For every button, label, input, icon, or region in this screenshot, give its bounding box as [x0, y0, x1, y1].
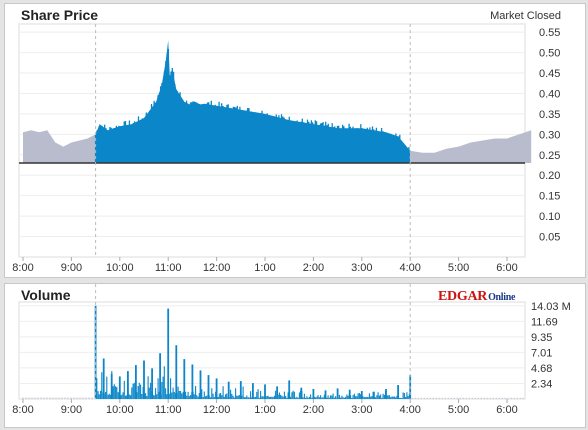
volume-y-tick-label: 14.03 M [531, 301, 571, 313]
price-y-tick-label: 0.40 [539, 88, 560, 100]
edgar-online-logo: EDGAROnline [438, 289, 515, 305]
volume-bar [118, 376, 121, 399]
price-x-tick-label: 11:00 [155, 262, 182, 274]
volume-bar [239, 381, 242, 399]
pre-market-price-area [23, 130, 96, 163]
price-y-tick-label: 0.25 [539, 150, 560, 162]
edgar-logo-main: EDGAR [438, 289, 488, 304]
volume-bar [373, 391, 375, 399]
price-x-tick-label: 10:00 [106, 262, 134, 274]
price-x-tick-label: 4:00 [399, 262, 420, 274]
volume-texture [95, 366, 410, 399]
volume-bar [252, 383, 254, 399]
regular-price-texture [94, 49, 410, 163]
volume-x-tick-label: 3:00 [351, 404, 372, 416]
volume-bar [360, 391, 363, 399]
volume-bar [207, 375, 210, 399]
volume-title: Volume [21, 287, 71, 303]
volume-bar [199, 370, 202, 399]
volume-bar [175, 345, 178, 399]
price-y-tick-label: 0.50 [539, 48, 560, 60]
volume-bar [102, 358, 105, 399]
price-y-tick-label: 0.35 [539, 109, 560, 121]
volume-y-tick-label: 11.69 [531, 316, 558, 328]
volume-bar [167, 308, 170, 399]
price-x-tick-label: 8:00 [12, 262, 33, 274]
price-y-tick-label: 0.05 [539, 232, 560, 244]
share-price-panel: Share Price Market Closed 0.05 0.10 0.15 0.… [4, 3, 586, 278]
price-y-tick-label: 0.55 [539, 27, 560, 39]
price-x-tick-label: 6:00 [496, 262, 517, 274]
volume-bar [159, 353, 161, 399]
share-price-title: Share Price [21, 7, 99, 23]
volume-x-tick-label: 10:00 [106, 404, 134, 416]
volume-x-tick-label: 1:00 [254, 404, 275, 416]
volume-bar [191, 364, 194, 399]
extended-volume-texture [22, 397, 524, 399]
volume-x-tick-label: 12:00 [203, 404, 231, 416]
volume-bar [276, 386, 278, 399]
price-y-tick-label: 0.10 [539, 211, 560, 223]
volume-bar [183, 359, 186, 399]
volume-x-tick-label: 11:00 [155, 404, 182, 416]
volume-bar [151, 368, 153, 399]
volume-bar [227, 381, 230, 399]
volume-y-tick-label: 4.68 [531, 363, 552, 375]
volume-x-tick-label: 2:00 [303, 404, 324, 416]
volume-chart: 2.34 4.68 7.01 9.35 11.69 14.03 M 8:00 9:00 10:0… [12, 284, 571, 416]
price-x-tick-label: 9:00 [61, 262, 82, 274]
volume-y-tick-label: 7.01 [531, 347, 552, 359]
volume-x-tick-label: 9:00 [61, 404, 82, 416]
price-x-tick-label: 12:00 [203, 262, 231, 274]
volume-bar [215, 378, 218, 399]
share-price-chart: 0.05 0.10 0.15 0.20 0.25 0.30 0.35 0.40 0.45 0.50… [12, 23, 560, 274]
price-y-tick-label: 0.45 [539, 68, 560, 80]
market-status-label: Market Closed [490, 10, 561, 22]
volume-x-tick-label: 8:00 [12, 404, 33, 416]
volume-bar [143, 360, 145, 399]
volume-bar [336, 388, 339, 399]
price-y-tick-label: 0.20 [539, 170, 560, 182]
volume-bar [288, 380, 291, 399]
price-x-tick-label: 2:00 [303, 262, 324, 274]
price-x-tick-label: 1:00 [254, 262, 275, 274]
price-x-tick-label: 3:00 [351, 262, 372, 274]
volume-bar [397, 385, 399, 399]
price-y-tick-label: 0.15 [539, 191, 560, 203]
edgar-logo-sub: Online [488, 292, 516, 303]
price-x-tick-label: 5:00 [448, 262, 469, 274]
volume-bar [135, 365, 137, 399]
volume-bar [264, 384, 266, 399]
volume-x-tick-label: 4:00 [399, 404, 420, 416]
volume-panel: Volume EDGAROnline 2.34 4.68 7.01 9.35 11.69… [4, 283, 586, 428]
volume-y-tick-label: 2.34 [531, 378, 552, 390]
price-y-tick-label: 0.30 [539, 129, 560, 141]
volume-bar [324, 390, 327, 399]
volume-x-tick-label: 5:00 [448, 404, 469, 416]
volume-y-tick-label: 9.35 [531, 332, 552, 344]
after-hours-price-area [410, 130, 532, 163]
volume-bar [312, 389, 315, 399]
volume-bar [300, 387, 303, 399]
volume-x-tick-label: 6:00 [496, 404, 517, 416]
